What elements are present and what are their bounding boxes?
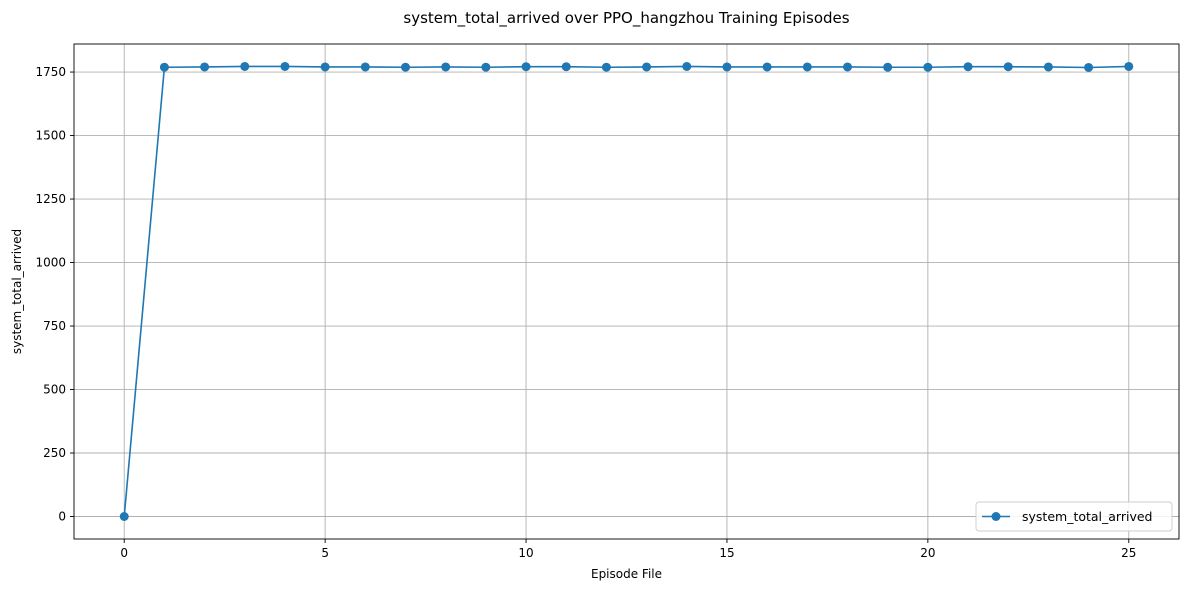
x-tick-label: 20 [920,546,935,560]
data-point [843,62,852,72]
x-tick-label: 10 [518,546,533,560]
data-point [360,62,370,72]
x-tick-label: 0 [120,546,128,560]
y-tick-label: 1750 [35,65,66,79]
data-point [722,62,732,72]
y-axis-label: system_total_arrived [10,229,24,354]
data-point [119,511,129,521]
x-tick-label: 15 [719,546,734,560]
data-point [682,61,692,71]
data-point [1003,62,1013,72]
y-tick-label: 1250 [35,192,66,206]
data-point [1084,62,1094,72]
data-point [923,62,933,72]
x-tick-label: 5 [321,546,329,560]
series-layer [119,61,1134,521]
x-axis-label: Episode File [591,567,662,581]
data-point [200,62,210,72]
y-tick-label: 750 [43,319,66,333]
data-point [521,62,531,72]
legend-label: system_total_arrived [1022,509,1153,524]
chart-title: system_total_arrived over PPO_hangzhou T… [403,9,849,28]
data-point [240,61,250,71]
data-point [642,62,652,72]
y-tick-label: 1000 [35,256,66,270]
legend: system_total_arrived [975,501,1173,532]
y-tick-label: 0 [58,509,66,523]
legend-frame [975,501,1173,532]
data-point [280,61,290,71]
data-point [441,62,451,72]
x-tick-label: 25 [1121,546,1136,560]
data-point [1043,62,1053,72]
data-point [883,62,893,72]
plot-frame [73,43,1180,540]
data-point [159,62,169,72]
y-tick-label: 1500 [35,129,66,143]
legend-marker-swatch [991,512,1001,521]
y-tick-label: 500 [43,383,66,397]
data-point [1124,61,1134,71]
data-point [401,62,410,72]
data-point [963,62,973,72]
data-point [802,62,812,72]
data-point [561,62,571,72]
data-point [762,62,772,72]
data-point [601,62,611,72]
data-point [481,62,491,72]
data-point [320,62,330,72]
series-line [123,65,1129,517]
y-tick-label: 250 [43,446,66,460]
grid [74,44,1179,539]
